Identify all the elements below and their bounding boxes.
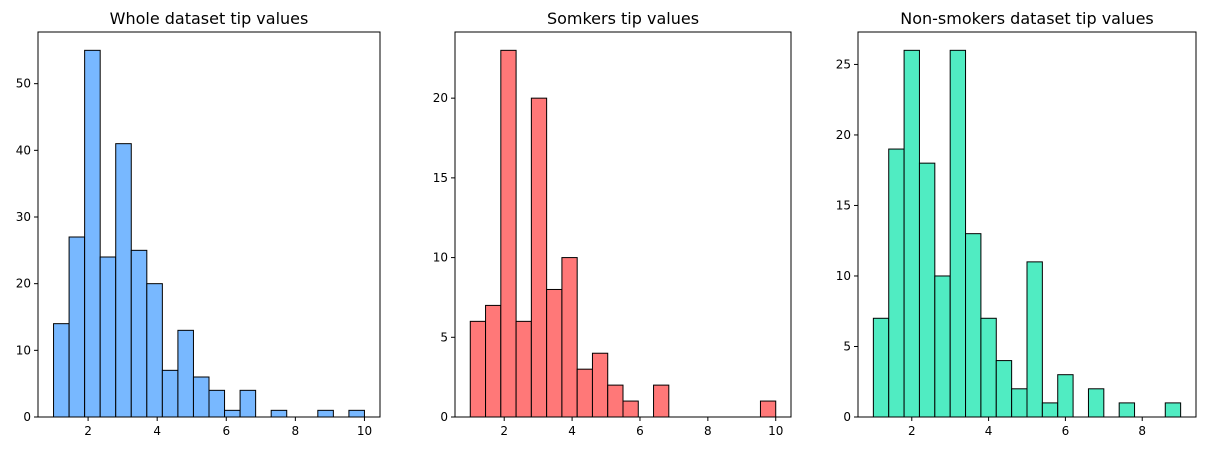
bar-1-9: [177, 329, 194, 418]
x-tick-label-2-4: 8: [704, 424, 712, 438]
bar-3-2: [888, 148, 905, 418]
bar-1-11: [208, 389, 226, 418]
x-tick-label-1-3: 6: [222, 424, 230, 438]
bar-1-10: [192, 376, 210, 418]
bar-1-12: [224, 409, 241, 418]
chart-panel-2: 2 4 6 8 10 0 5 10 15 20 Somkers tip values: [433, 9, 792, 438]
axes-frame-1: [37, 31, 381, 418]
axes-frame-3: [857, 31, 1197, 418]
y-tick-label-2-3: 10: [433, 251, 448, 265]
x-tick-label-2-2: 4: [568, 424, 576, 438]
bar-3-8: [980, 317, 997, 418]
y-tick-label-2-1: 0: [440, 410, 448, 424]
x-tick-label-3-2: 4: [985, 424, 993, 438]
y-tick-label-1-3: 20: [16, 277, 31, 291]
bar-3-15: [1087, 388, 1105, 418]
bar-2-11: [622, 400, 639, 418]
x-tick-label-1-1: 2: [84, 424, 92, 438]
bar-3-5: [934, 275, 951, 418]
axes-frame-2: [454, 31, 792, 418]
bar-3-11: [1026, 261, 1043, 418]
bar-3-13: [1057, 374, 1074, 418]
y-tick-label-3-3: 10: [836, 269, 851, 283]
x-tick-label-3-1: 2: [908, 424, 916, 438]
x-tick-label-1-2: 4: [153, 424, 161, 438]
y-tick-label-3-2: 5: [843, 339, 851, 353]
y-tick-label-3-4: 15: [836, 198, 851, 212]
chart-title-1: Whole dataset tip values: [110, 9, 309, 28]
bar-2-10: [607, 384, 624, 418]
bar-3-17: [1118, 402, 1136, 418]
bar-1-18: [317, 409, 334, 418]
x-tick-label-2-3: 6: [636, 424, 644, 438]
bar-1-20: [348, 409, 365, 418]
x-tick-label-1-5: 10: [357, 424, 372, 438]
y-tick-label-2-5: 20: [433, 91, 448, 105]
bar-2-13: [653, 384, 670, 418]
chart-panel-3: 2 4 6 8 0 5 10 15 20 25 Non-smokers dataset tip va…: [836, 9, 1197, 438]
bar-3-6: [949, 49, 967, 418]
y-tick-label-1-2: 10: [16, 343, 31, 357]
bar-3-1: [872, 317, 890, 418]
bar-1-3: [84, 49, 101, 418]
x-tick-label-1-4: 8: [292, 424, 300, 438]
bar-2-1: [469, 320, 487, 418]
bar-2-3: [500, 49, 517, 418]
bar-1-5: [115, 143, 132, 418]
bar-2-4: [515, 320, 532, 418]
x-tick-label-2-5: 10: [768, 424, 783, 438]
bar-3-7: [965, 233, 982, 418]
bar-1-1: [53, 323, 70, 418]
y-tick-label-3-5: 20: [836, 128, 851, 142]
bar-3-10: [1011, 388, 1028, 418]
chart-title-3: Non-smokers dataset tip values: [900, 9, 1154, 28]
y-tick-label-2-2: 5: [440, 330, 448, 344]
chart-panel-1: 2 4 6 8 10 0 10 20 30 40 50 Whole dataset tip value…: [16, 9, 381, 438]
y-tick-label-1-6: 50: [16, 77, 31, 91]
bar-1-7: [146, 283, 163, 418]
x-tick-label-2-1: 2: [500, 424, 508, 438]
bar-2-9: [591, 352, 609, 418]
bar-3-12: [1041, 402, 1059, 418]
bar-2-5: [530, 97, 548, 418]
bar-3-4: [918, 162, 936, 418]
y-tick-label-3-6: 25: [836, 57, 851, 71]
y-tick-label-1-5: 40: [16, 143, 31, 157]
bar-1-15: [270, 409, 288, 418]
bar-1-2: [68, 236, 86, 418]
bar-2-20: [759, 400, 777, 418]
y-tick-label-3-1: 0: [843, 410, 851, 424]
bar-3-9: [995, 360, 1013, 418]
y-tick-label-2-4: 15: [433, 171, 448, 185]
x-tick-label-3-3: 6: [1062, 424, 1070, 438]
bar-1-6: [130, 249, 148, 418]
chart-title-2: Somkers tip values: [547, 9, 699, 28]
bar-3-3: [903, 49, 920, 418]
bar-2-7: [561, 257, 578, 418]
x-tick-label-3-4: 8: [1138, 424, 1146, 438]
bar-2-2: [485, 304, 502, 418]
bar-2-6: [546, 288, 563, 418]
y-tick-label-1-1: 0: [23, 410, 31, 424]
y-tick-label-1-4: 30: [16, 210, 31, 224]
bar-1-13: [239, 389, 257, 418]
bar-3-20: [1164, 402, 1182, 418]
bar-1-4: [99, 256, 117, 418]
bar-1-8: [161, 369, 179, 418]
bar-2-8: [576, 368, 593, 418]
